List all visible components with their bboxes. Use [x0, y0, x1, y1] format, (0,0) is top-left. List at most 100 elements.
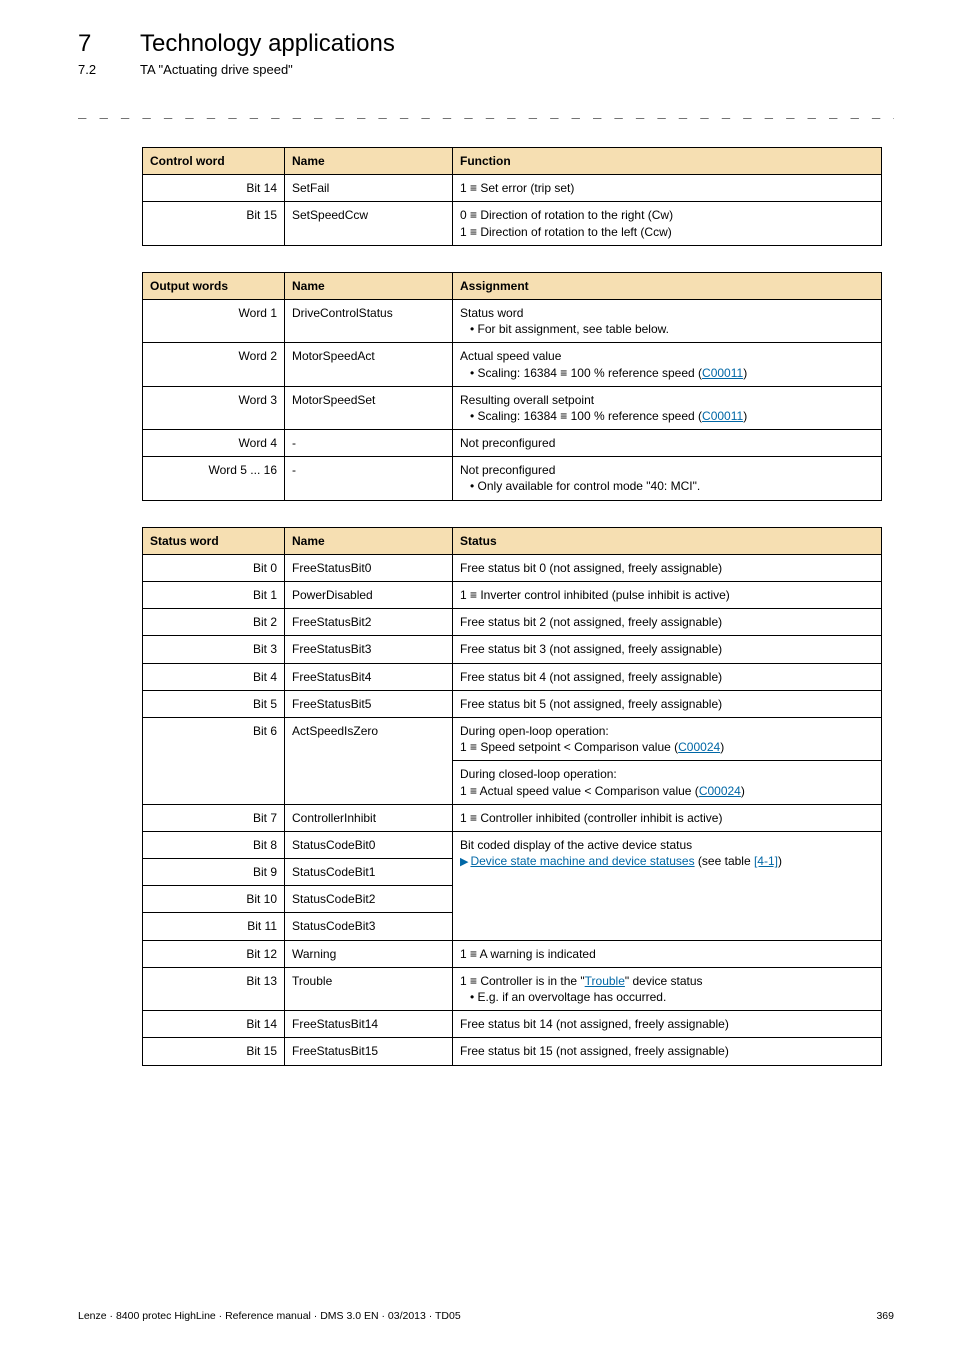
cell-text: During open-loop operation:	[460, 724, 609, 738]
table-row: Bit 6 ActSpeedIsZero During open-loop op…	[143, 717, 882, 760]
cell: Free status bit 15 (not assigned, freely…	[453, 1038, 882, 1065]
section-title: TA "Actuating drive speed"	[140, 62, 293, 77]
cell: Bit 12	[143, 940, 285, 967]
cell: 1 ≡ Set error (trip set)	[453, 175, 882, 202]
cell: Not preconfigured	[453, 430, 882, 457]
triangle-icon: ▶	[460, 855, 468, 870]
cell: Trouble	[285, 967, 453, 1010]
section-number: 7.2	[78, 62, 116, 77]
cell-text: 1 ≡ Speed setpoint < Comparison value (C…	[460, 740, 724, 754]
table-row: Bit 14 FreeStatusBit14 Free status bit 1…	[143, 1011, 882, 1038]
cell: SetFail	[285, 175, 453, 202]
cell: Bit 1	[143, 582, 285, 609]
table-row: Bit 14 SetFail 1 ≡ Set error (trip set)	[143, 175, 882, 202]
status-word-table: Status word Name Status Bit 0 FreeStatus…	[142, 527, 882, 1066]
cell: 1 ≡ Inverter control inhibited (pulse in…	[453, 582, 882, 609]
chapter-title: Technology applications	[140, 30, 395, 58]
status-link[interactable]: Trouble	[585, 974, 625, 988]
cell: 1 ≡ Controller is in the "Trouble" devic…	[453, 967, 882, 1010]
table-row: Word 2 MotorSpeedAct Actual speed value …	[143, 343, 882, 386]
cell-text: Actual speed value	[460, 349, 561, 363]
table-row: Word 4 - Not preconfigured	[143, 430, 882, 457]
col-header: Function	[453, 148, 882, 175]
cell: MotorSpeedSet	[285, 386, 453, 429]
bullet-text: Scaling: 16384 ≡ 100 % reference speed (…	[460, 408, 874, 424]
table-row: Bit 3 FreeStatusBit3 Free status bit 3 (…	[143, 636, 882, 663]
cell: ActSpeedIsZero	[285, 717, 453, 804]
cell-text: During closed-loop operation:	[460, 767, 617, 781]
cell: FreeStatusBit5	[285, 690, 453, 717]
cell: Free status bit 5 (not assigned, freely …	[453, 690, 882, 717]
cell: FreeStatusBit0	[285, 554, 453, 581]
cell-text: Status word	[460, 306, 523, 320]
cell: During open-loop operation: 1 ≡ Speed se…	[453, 717, 882, 760]
cell: PowerDisabled	[285, 582, 453, 609]
cell: 0 ≡ Direction of rotation to the right (…	[453, 202, 882, 245]
section-link[interactable]: Device state machine and device statuses	[470, 854, 694, 868]
cell: Bit 15	[143, 1038, 285, 1065]
table-ref-link[interactable]: [4-1]	[754, 854, 778, 868]
table-row: Bit 0 FreeStatusBit0 Free status bit 0 (…	[143, 554, 882, 581]
bullet-part: )	[743, 409, 747, 423]
table-row: Word 5 ... 16 - Not preconfigured Only a…	[143, 457, 882, 500]
table-row: Bit 5 FreeStatusBit5 Free status bit 5 (…	[143, 690, 882, 717]
table-row: Bit 15 SetSpeedCcw 0 ≡ Direction of rota…	[143, 202, 882, 245]
cell: Bit 9	[143, 859, 285, 886]
param-link[interactable]: C00024	[699, 784, 741, 798]
cell: Warning	[285, 940, 453, 967]
cell: Bit 15	[143, 202, 285, 245]
table-row: Bit 8 StatusCodeBit0 Bit coded display o…	[143, 831, 882, 858]
cell: Bit 6	[143, 717, 285, 804]
text-part: )	[778, 854, 782, 868]
table-row: Bit 1 PowerDisabled 1 ≡ Inverter control…	[143, 582, 882, 609]
cell: During closed-loop operation: 1 ≡ Actual…	[453, 761, 882, 804]
cell-text: 0 ≡ Direction of rotation to the right (…	[460, 208, 673, 222]
cell-text: Resulting overall setpoint	[460, 393, 594, 407]
table-header-row: Output words Name Assignment	[143, 272, 882, 299]
cell: StatusCodeBit1	[285, 859, 453, 886]
col-header: Status word	[143, 527, 285, 554]
text-part: " device status	[625, 974, 703, 988]
table-row: Bit 13 Trouble 1 ≡ Controller is in the …	[143, 967, 882, 1010]
cell: 1 ≡ A warning is indicated	[453, 940, 882, 967]
cell: Free status bit 0 (not assigned, freely …	[453, 554, 882, 581]
cell: StatusCodeBit3	[285, 913, 453, 940]
cell: Bit 4	[143, 663, 285, 690]
cell: FreeStatusBit15	[285, 1038, 453, 1065]
cell: Bit 0	[143, 554, 285, 581]
cell: FreeStatusBit4	[285, 663, 453, 690]
cell-text: 1 ≡ Actual speed value < Comparison valu…	[460, 784, 745, 798]
cell: ControllerInhibit	[285, 804, 453, 831]
cell: Free status bit 14 (not assigned, freely…	[453, 1011, 882, 1038]
cell: Resulting overall setpoint Scaling: 1638…	[453, 386, 882, 429]
table-header-row: Status word Name Status	[143, 527, 882, 554]
table-row: Bit 12 Warning 1 ≡ A warning is indicate…	[143, 940, 882, 967]
param-link[interactable]: C00011	[702, 409, 743, 423]
cell: Word 2	[143, 343, 285, 386]
chapter-number: 7	[78, 30, 116, 58]
bullet-part: Scaling: 16384 ≡ 100 % reference speed (	[478, 409, 702, 423]
param-link[interactable]: C00024	[678, 740, 720, 754]
bullet-text: E.g. if an overvoltage has occurred.	[460, 989, 874, 1005]
text-part: )	[720, 740, 724, 754]
cell: Free status bit 3 (not assigned, freely …	[453, 636, 882, 663]
cell: -	[285, 457, 453, 500]
cell: 1 ≡ Controller inhibited (controller inh…	[453, 804, 882, 831]
cell: MotorSpeedAct	[285, 343, 453, 386]
cell: Free status bit 2 (not assigned, freely …	[453, 609, 882, 636]
text-part: 1 ≡ Speed setpoint < Comparison value (	[460, 740, 678, 754]
cell-text: 1 ≡ Direction of rotation to the left (C…	[460, 225, 672, 239]
table-row: Bit 7 ControllerInhibit 1 ≡ Controller i…	[143, 804, 882, 831]
output-words-table: Output words Name Assignment Word 1 Driv…	[142, 272, 882, 501]
cell: Bit 11	[143, 913, 285, 940]
cell: Bit 10	[143, 886, 285, 913]
cell: Bit 5	[143, 690, 285, 717]
cell: Bit 2	[143, 609, 285, 636]
cell: StatusCodeBit2	[285, 886, 453, 913]
bullet-part: )	[743, 366, 747, 380]
table-row: Word 1 DriveControlStatus Status word Fo…	[143, 299, 882, 342]
page-footer: Lenze · 8400 protec HighLine · Reference…	[78, 1310, 894, 1322]
table-row: Bit 15 FreeStatusBit15 Free status bit 1…	[143, 1038, 882, 1065]
param-link[interactable]: C00011	[702, 366, 743, 380]
cell: FreeStatusBit3	[285, 636, 453, 663]
